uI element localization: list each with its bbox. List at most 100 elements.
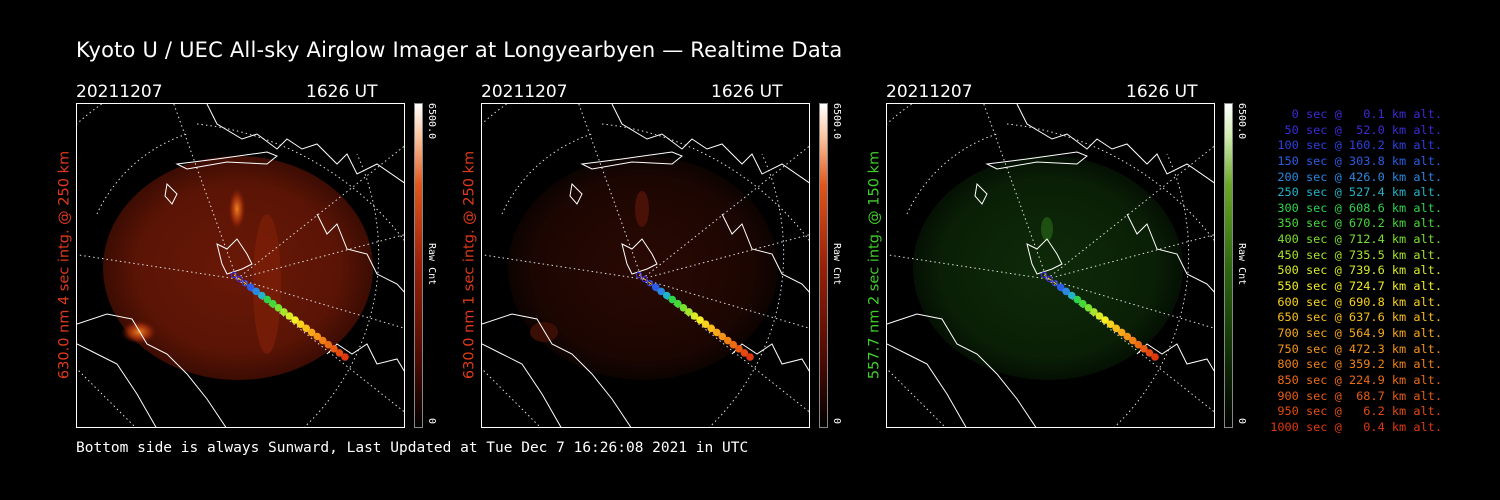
trajectory-point bbox=[1079, 299, 1087, 308]
panel-2-aurora-blob bbox=[635, 191, 649, 227]
trajectory-point bbox=[674, 299, 682, 308]
trajectory-point bbox=[1084, 304, 1093, 312]
trajectory-point bbox=[313, 332, 322, 341]
trajectory-point bbox=[330, 345, 338, 353]
page-title: Kyoto U / UEC All-sky Airglow Imager at … bbox=[76, 38, 843, 62]
trajectory-point bbox=[274, 304, 283, 312]
panel-3-coastlines bbox=[887, 104, 1214, 427]
trajectory-point bbox=[718, 332, 727, 341]
legend-row: 700 sec @ 564.9 km alt. bbox=[1277, 325, 1442, 340]
panel-1-coastlines bbox=[77, 104, 404, 427]
panel-2-coastlines bbox=[482, 104, 809, 427]
trajectory-point bbox=[1056, 283, 1065, 292]
trajectory-point bbox=[740, 349, 749, 357]
legend-row: 450 sec @ 735.5 km alt. bbox=[1277, 247, 1442, 262]
panel-3-airglow-disk bbox=[913, 156, 1183, 380]
panel-2-date: 20211207 bbox=[481, 82, 568, 102]
trajectory-point bbox=[1129, 336, 1137, 345]
trajectory-point bbox=[236, 275, 243, 283]
trajectory-point bbox=[285, 312, 294, 320]
trajectory-point bbox=[246, 283, 255, 292]
legend-row: 350 sec @ 670.2 km alt. bbox=[1277, 216, 1442, 231]
panel-3-time: 1626 UT bbox=[1126, 82, 1198, 102]
trajectory-point bbox=[1068, 291, 1076, 300]
trajectory-point bbox=[1140, 345, 1148, 353]
legend-row: 250 sec @ 527.4 km alt. bbox=[1277, 185, 1442, 200]
trajectory-point bbox=[641, 275, 648, 283]
trajectory-point bbox=[1073, 295, 1082, 304]
legend-row: 650 sec @ 637.6 km alt. bbox=[1277, 310, 1442, 325]
panel-1-ylabel: 630.0 nm 4 sec intg. @ 250 km bbox=[56, 150, 73, 380]
trajectory-point bbox=[651, 283, 660, 292]
panel-2-ylabel: 630.0 nm 1 sec intg. @ 250 km bbox=[461, 150, 478, 380]
panel-2-airglow-disk bbox=[508, 156, 778, 380]
panel-3-trajectory bbox=[1040, 271, 1159, 361]
panel-2-airglow-image bbox=[481, 103, 810, 428]
panel-2-colorbar-max: 6500.0 bbox=[831, 103, 842, 140]
panel-1-colorbar bbox=[414, 103, 423, 428]
legend-row: 200 sec @ 426.0 km alt. bbox=[1277, 169, 1442, 184]
trajectory-point bbox=[712, 328, 721, 337]
legend-row: 0 sec @ 0.1 km alt. bbox=[1291, 107, 1442, 121]
legend-row: 1000 sec @ 0.4 km alt. bbox=[1270, 419, 1442, 434]
legend-row: 550 sec @ 724.7 km alt. bbox=[1277, 279, 1442, 294]
panel-2-colorbar-label: Raw Cnt bbox=[831, 243, 842, 286]
trajectory-point bbox=[291, 316, 299, 324]
trajectory-point bbox=[724, 336, 732, 345]
trajectory-point bbox=[280, 308, 288, 316]
legend-row: 400 sec @ 712.4 km alt. bbox=[1277, 232, 1442, 247]
trajectory-point bbox=[690, 312, 699, 320]
panel-1-colorbar-label: Raw Cnt bbox=[426, 243, 437, 286]
trajectory-point bbox=[685, 308, 693, 316]
legend-row: 850 sec @ 224.9 km alt. bbox=[1277, 372, 1442, 387]
trajectory-point bbox=[252, 287, 261, 296]
trajectory-point bbox=[296, 320, 305, 329]
trajectory-point bbox=[307, 328, 316, 337]
trajectory-point bbox=[735, 345, 743, 353]
footer-status: Bottom side is always Sunward, Last Upda… bbox=[76, 440, 749, 456]
trajectory-point bbox=[1040, 271, 1048, 279]
legend-row: 100 sec @ 160.2 km alt. bbox=[1277, 138, 1442, 153]
trajectory-point bbox=[696, 316, 704, 324]
trajectory-point bbox=[729, 340, 738, 349]
trajectory-point bbox=[302, 324, 311, 333]
legend-row: 500 sec @ 739.6 km alt. bbox=[1277, 263, 1442, 278]
panel-1-date: 20211207 bbox=[76, 82, 163, 102]
trajectory-point bbox=[1151, 353, 1159, 361]
panel-1-airglow-disk bbox=[103, 156, 373, 380]
trajectory-point bbox=[1145, 349, 1154, 357]
panel-1-trajectory bbox=[230, 271, 349, 361]
trajectory-point bbox=[241, 279, 249, 287]
panel-2-time: 1626 UT bbox=[711, 82, 783, 102]
trajectory-point bbox=[258, 291, 266, 300]
legend-row: 900 sec @ 68.7 km alt. bbox=[1277, 388, 1442, 403]
panel-1-time: 1626 UT bbox=[306, 82, 378, 102]
trajectory-point bbox=[1090, 308, 1098, 316]
panel-3-ylabel: 557.7 nm 2 sec intg. @ 150 km bbox=[866, 150, 883, 380]
trajectory-point bbox=[679, 304, 688, 312]
trajectory-point bbox=[1046, 275, 1053, 283]
trajectory-point bbox=[324, 340, 333, 349]
trajectory-point bbox=[1062, 287, 1071, 296]
panel-2-colorbar-min: 0 bbox=[831, 418, 842, 425]
trajectory-point bbox=[646, 279, 654, 287]
legend-row: 600 sec @ 690.8 km alt. bbox=[1277, 294, 1442, 309]
legend-row: 300 sec @ 608.6 km alt. bbox=[1277, 200, 1442, 215]
trajectory-point bbox=[230, 271, 238, 279]
panel-3-colorbar-max: 6500.0 bbox=[1236, 103, 1247, 140]
panel-2-colorbar bbox=[819, 103, 828, 428]
trajectory-point bbox=[269, 299, 277, 308]
legend-row: 150 sec @ 303.8 km alt. bbox=[1277, 153, 1442, 168]
trajectory-point bbox=[1095, 312, 1104, 320]
panel-1-colorbar-min: 0 bbox=[426, 418, 437, 425]
trajectory-point bbox=[319, 336, 327, 345]
panel-1-aurora-blob bbox=[228, 187, 246, 231]
trajectory-point bbox=[668, 295, 677, 304]
panel-3-colorbar-min: 0 bbox=[1236, 418, 1247, 425]
panel-1-colorbar-max: 6500.0 bbox=[426, 103, 437, 140]
legend-row: 800 sec @ 359.2 km alt. bbox=[1277, 357, 1442, 372]
panel-3-date: 20211207 bbox=[886, 82, 973, 102]
trajectory-point bbox=[1112, 324, 1121, 333]
panel-3-aurora-blob bbox=[1041, 217, 1053, 241]
trajectory-point bbox=[1123, 332, 1132, 341]
